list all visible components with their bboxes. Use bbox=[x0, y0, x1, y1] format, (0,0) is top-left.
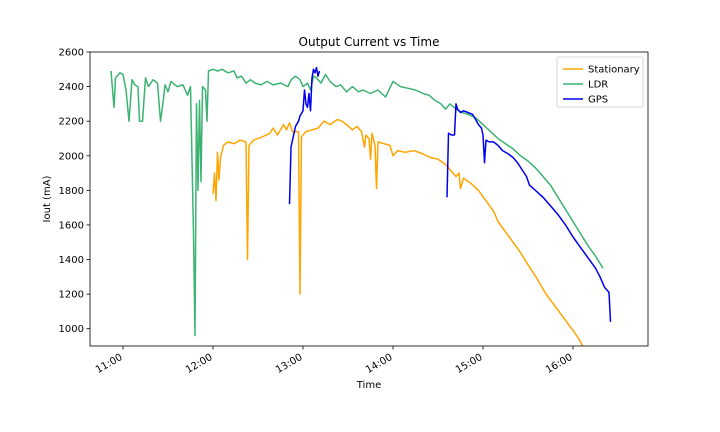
axes-frame bbox=[89, 51, 649, 347]
x-tick-label: 13:00 bbox=[274, 352, 304, 376]
legend-label: LDR bbox=[588, 80, 608, 91]
x-tick-label: 16:00 bbox=[544, 352, 574, 376]
y-tick-label: 1800 bbox=[59, 186, 84, 197]
y-tick-label: 2200 bbox=[59, 117, 84, 128]
x-axis: 11:00 12:00 13:00 14:00 15:00 16:00 bbox=[94, 346, 575, 376]
x-tick-label: 15:00 bbox=[454, 352, 484, 376]
y-tick-label: 1400 bbox=[59, 255, 84, 266]
legend-label: GPS bbox=[588, 95, 608, 106]
series-line-stationary bbox=[212, 118, 584, 346]
y-tick-label: 2600 bbox=[59, 48, 84, 59]
legend: Stationary LDR GPS bbox=[556, 56, 644, 108]
y-tick-label: 1200 bbox=[59, 290, 84, 301]
series-line-gps-2 bbox=[446, 103, 612, 322]
x-tick-label: 14:00 bbox=[364, 352, 394, 376]
chart-title: Output Current vs Time bbox=[299, 35, 440, 49]
series-line-ldr bbox=[110, 68, 604, 337]
y-tick-label: 2400 bbox=[59, 82, 84, 93]
y-axis: 1000 1200 1400 1600 1800 2000 2200 2400 2600 bbox=[59, 48, 90, 335]
y-tick-label: 1600 bbox=[59, 220, 84, 231]
plot-lines bbox=[110, 66, 612, 346]
legend-label: Stationary bbox=[588, 65, 640, 76]
series-line-gps-1 bbox=[288, 66, 321, 205]
x-tick-label: 12:00 bbox=[184, 352, 214, 376]
y-tick-label: 1000 bbox=[59, 324, 84, 335]
x-tick-label: 11:00 bbox=[94, 352, 124, 376]
y-axis-label: Iout (mA) bbox=[42, 175, 53, 222]
y-tick-label: 2000 bbox=[59, 151, 84, 162]
x-axis-label: Time bbox=[356, 380, 381, 391]
